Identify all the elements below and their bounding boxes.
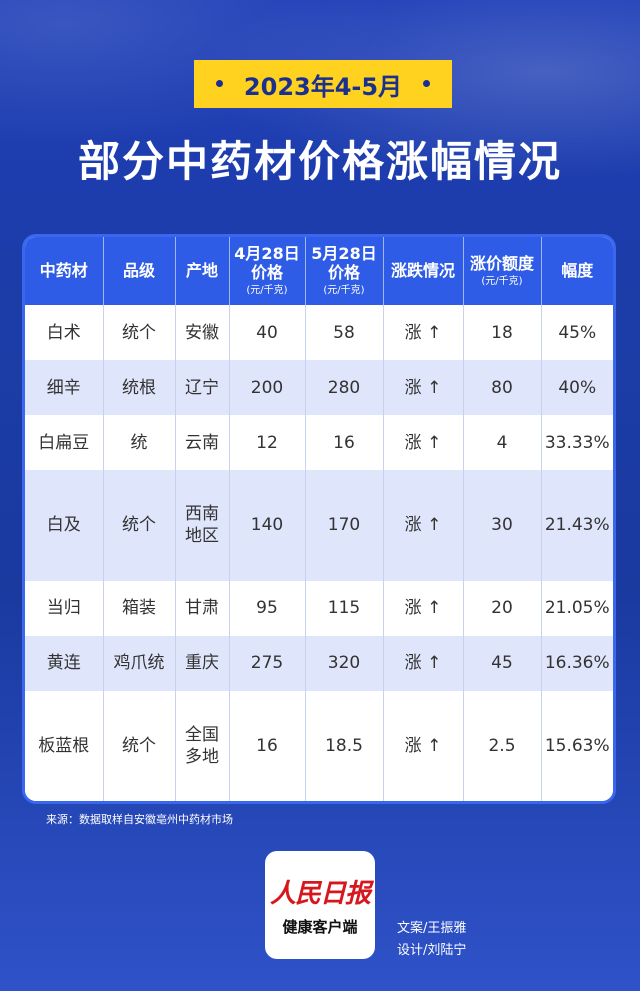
logo: 人民日报 健康客户端 (265, 851, 375, 959)
credits: 文案/王振雅 设计/刘陆宁 (397, 918, 466, 962)
table-cell: 鸡爪统 (103, 635, 176, 691)
table-cell: 涨 ↑ (383, 305, 464, 361)
table-cell: 涨 ↑ (383, 360, 464, 416)
table-row: 白术 统个 安徽 40 58 涨 ↑ 18 45% (25, 305, 613, 361)
badge-dot-left (216, 80, 223, 87)
table-cell: 辽宁 (175, 360, 230, 416)
table-cell: 统个 (103, 305, 176, 361)
table-cell: 200 (229, 360, 306, 416)
price-table-container: 中药材 品级 产地 4月28日 价格 (元/千克) 5月28日 价格 (元/千克) 涨跌情况涨… (22, 234, 616, 804)
column-header-label: 产地 (185, 260, 218, 280)
table-cell: 275 (229, 635, 306, 691)
table-cell: 20 (463, 580, 542, 636)
table-cell: 115 (305, 580, 384, 636)
table-cell: 安徽 (175, 305, 230, 361)
table-cell: 15.63% (541, 690, 613, 801)
table-cell: 280 (305, 360, 384, 416)
table-row: 白及 统个 西南 地区 140 170 涨 ↑ 30 21.43% (25, 470, 613, 581)
table-cell: 18 (463, 305, 542, 361)
date-badge: 2023年4-5月 (194, 60, 452, 108)
table-cell: 16.36% (541, 635, 613, 691)
page-title: 部分中药材价格涨幅情况 (77, 137, 562, 186)
credit-writer: 文案/王振雅 (397, 921, 467, 936)
logo-subtitle: 健康客户端 (282, 918, 358, 936)
column-header-label: 4月28日 价格 (234, 244, 300, 282)
table-cell: 21.05% (541, 580, 613, 636)
column-header-unit: (元/千克) (246, 285, 288, 297)
column-header-label: 5月28日 价格 (311, 244, 377, 282)
badge-dot-right (423, 80, 430, 87)
table-cell: 板蓝根 (25, 690, 104, 801)
table-cell: 2.5 (463, 690, 542, 801)
table-cell: 40 (229, 305, 306, 361)
table-cell: 45 (463, 635, 542, 691)
source-note: 来源：数据取样自安徽亳州中药材市场 (46, 813, 233, 826)
table-cell: 统 (103, 415, 176, 471)
table-cell: 170 (305, 470, 384, 581)
table-cell: 西南 地区 (175, 470, 230, 581)
column-header: 4月28日 价格 (元/千克) (229, 237, 306, 305)
table-cell: 白扁豆 (25, 415, 104, 471)
table-cell: 30 (463, 470, 542, 581)
table-row: 细辛 统根 辽宁 200 280 涨 ↑ 80 40% (25, 360, 613, 416)
table-cell: 80 (463, 360, 542, 416)
table-cell: 18.5 (305, 690, 384, 801)
table-cell: 重庆 (175, 635, 230, 691)
column-header-label: 涨跌情况 (390, 260, 455, 280)
table-cell: 16 (229, 690, 306, 801)
column-header: 幅度 (541, 237, 613, 305)
table-cell: 白及 (25, 470, 104, 581)
table-cell: 全国 多地 (175, 690, 230, 801)
table-cell: 黄连 (25, 635, 104, 691)
table-header-row: 中药材 品级 产地 4月28日 价格 (元/千克) 5月28日 价格 (元/千克) 涨跌情况涨… (25, 237, 613, 305)
column-header: 产地 (175, 237, 230, 305)
table-row: 白扁豆统云南 12 16 涨 ↑ 4 33.33% (25, 415, 613, 471)
table-cell: 涨 ↑ (383, 470, 464, 581)
credit-designer: 设计/刘陆宁 (397, 943, 467, 958)
table-cell: 箱装 (103, 580, 176, 636)
logo-script: 人民日报 (269, 879, 371, 909)
table-cell: 涨 ↑ (383, 580, 464, 636)
column-header: 涨价额度 (元/千克) (463, 237, 542, 305)
table-cell: 21.43% (541, 470, 613, 581)
background-decoration (0, 0, 640, 240)
table-cell: 涨 ↑ (383, 415, 464, 471)
price-table: 中药材 品级 产地 4月28日 价格 (元/千克) 5月28日 价格 (元/千克) 涨跌情况涨… (25, 237, 613, 801)
table-cell: 甘肃 (175, 580, 230, 636)
table-cell: 33.33% (541, 415, 613, 471)
column-header-unit: (元/千克) (481, 275, 523, 287)
table-cell: 白术 (25, 305, 104, 361)
table-cell: 云南 (175, 415, 230, 471)
column-header-unit: (元/千克) (323, 285, 365, 297)
table-cell: 统个 (103, 470, 176, 581)
table-cell: 细辛 (25, 360, 104, 416)
table-row: 黄连 鸡爪统 重庆 275 320 涨 ↑ 45 16.36% (25, 635, 613, 691)
table-cell: 16 (305, 415, 384, 471)
date-badge-text: 2023年4-5月 (243, 72, 403, 101)
table-cell: 当归 (25, 580, 104, 636)
table-cell: 58 (305, 305, 384, 361)
table-cell: 统个 (103, 690, 176, 801)
table-cell: 4 (463, 415, 542, 471)
table-row: 当归 箱装 甘肃 95 115 涨 ↑ 20 21.05% (25, 580, 613, 636)
table-cell: 95 (229, 580, 306, 636)
column-header-label: 品级 (122, 260, 155, 280)
table-cell: 320 (305, 635, 384, 691)
column-header: 5月28日 价格 (元/千克) (305, 237, 384, 305)
table-row: 板蓝根 统个 全国 多地 16 18.5 涨 ↑ 2.5 15.63% (25, 690, 613, 801)
column-header-label: 幅度 (561, 260, 594, 280)
table-cell: 12 (229, 415, 306, 471)
column-header-label: 中药材 (39, 260, 88, 280)
table-cell: 140 (229, 470, 306, 581)
table-cell: 涨 ↑ (383, 635, 464, 691)
column-header-label: 涨价额度 (469, 253, 534, 273)
table-cell: 40% (541, 360, 613, 416)
column-header: 品级 (103, 237, 176, 305)
column-header: 涨跌情况 (383, 237, 464, 305)
table-cell: 涨 ↑ (383, 690, 464, 801)
table-body: 白术 统个 安徽 40 58 涨 ↑ 18 45% 细辛 统根 辽宁 200 280 涨 ↑ 80 40% 白扁… (25, 305, 613, 801)
table-cell: 45% (541, 305, 613, 361)
table-cell: 统根 (103, 360, 176, 416)
column-header: 中药材 (25, 237, 104, 305)
